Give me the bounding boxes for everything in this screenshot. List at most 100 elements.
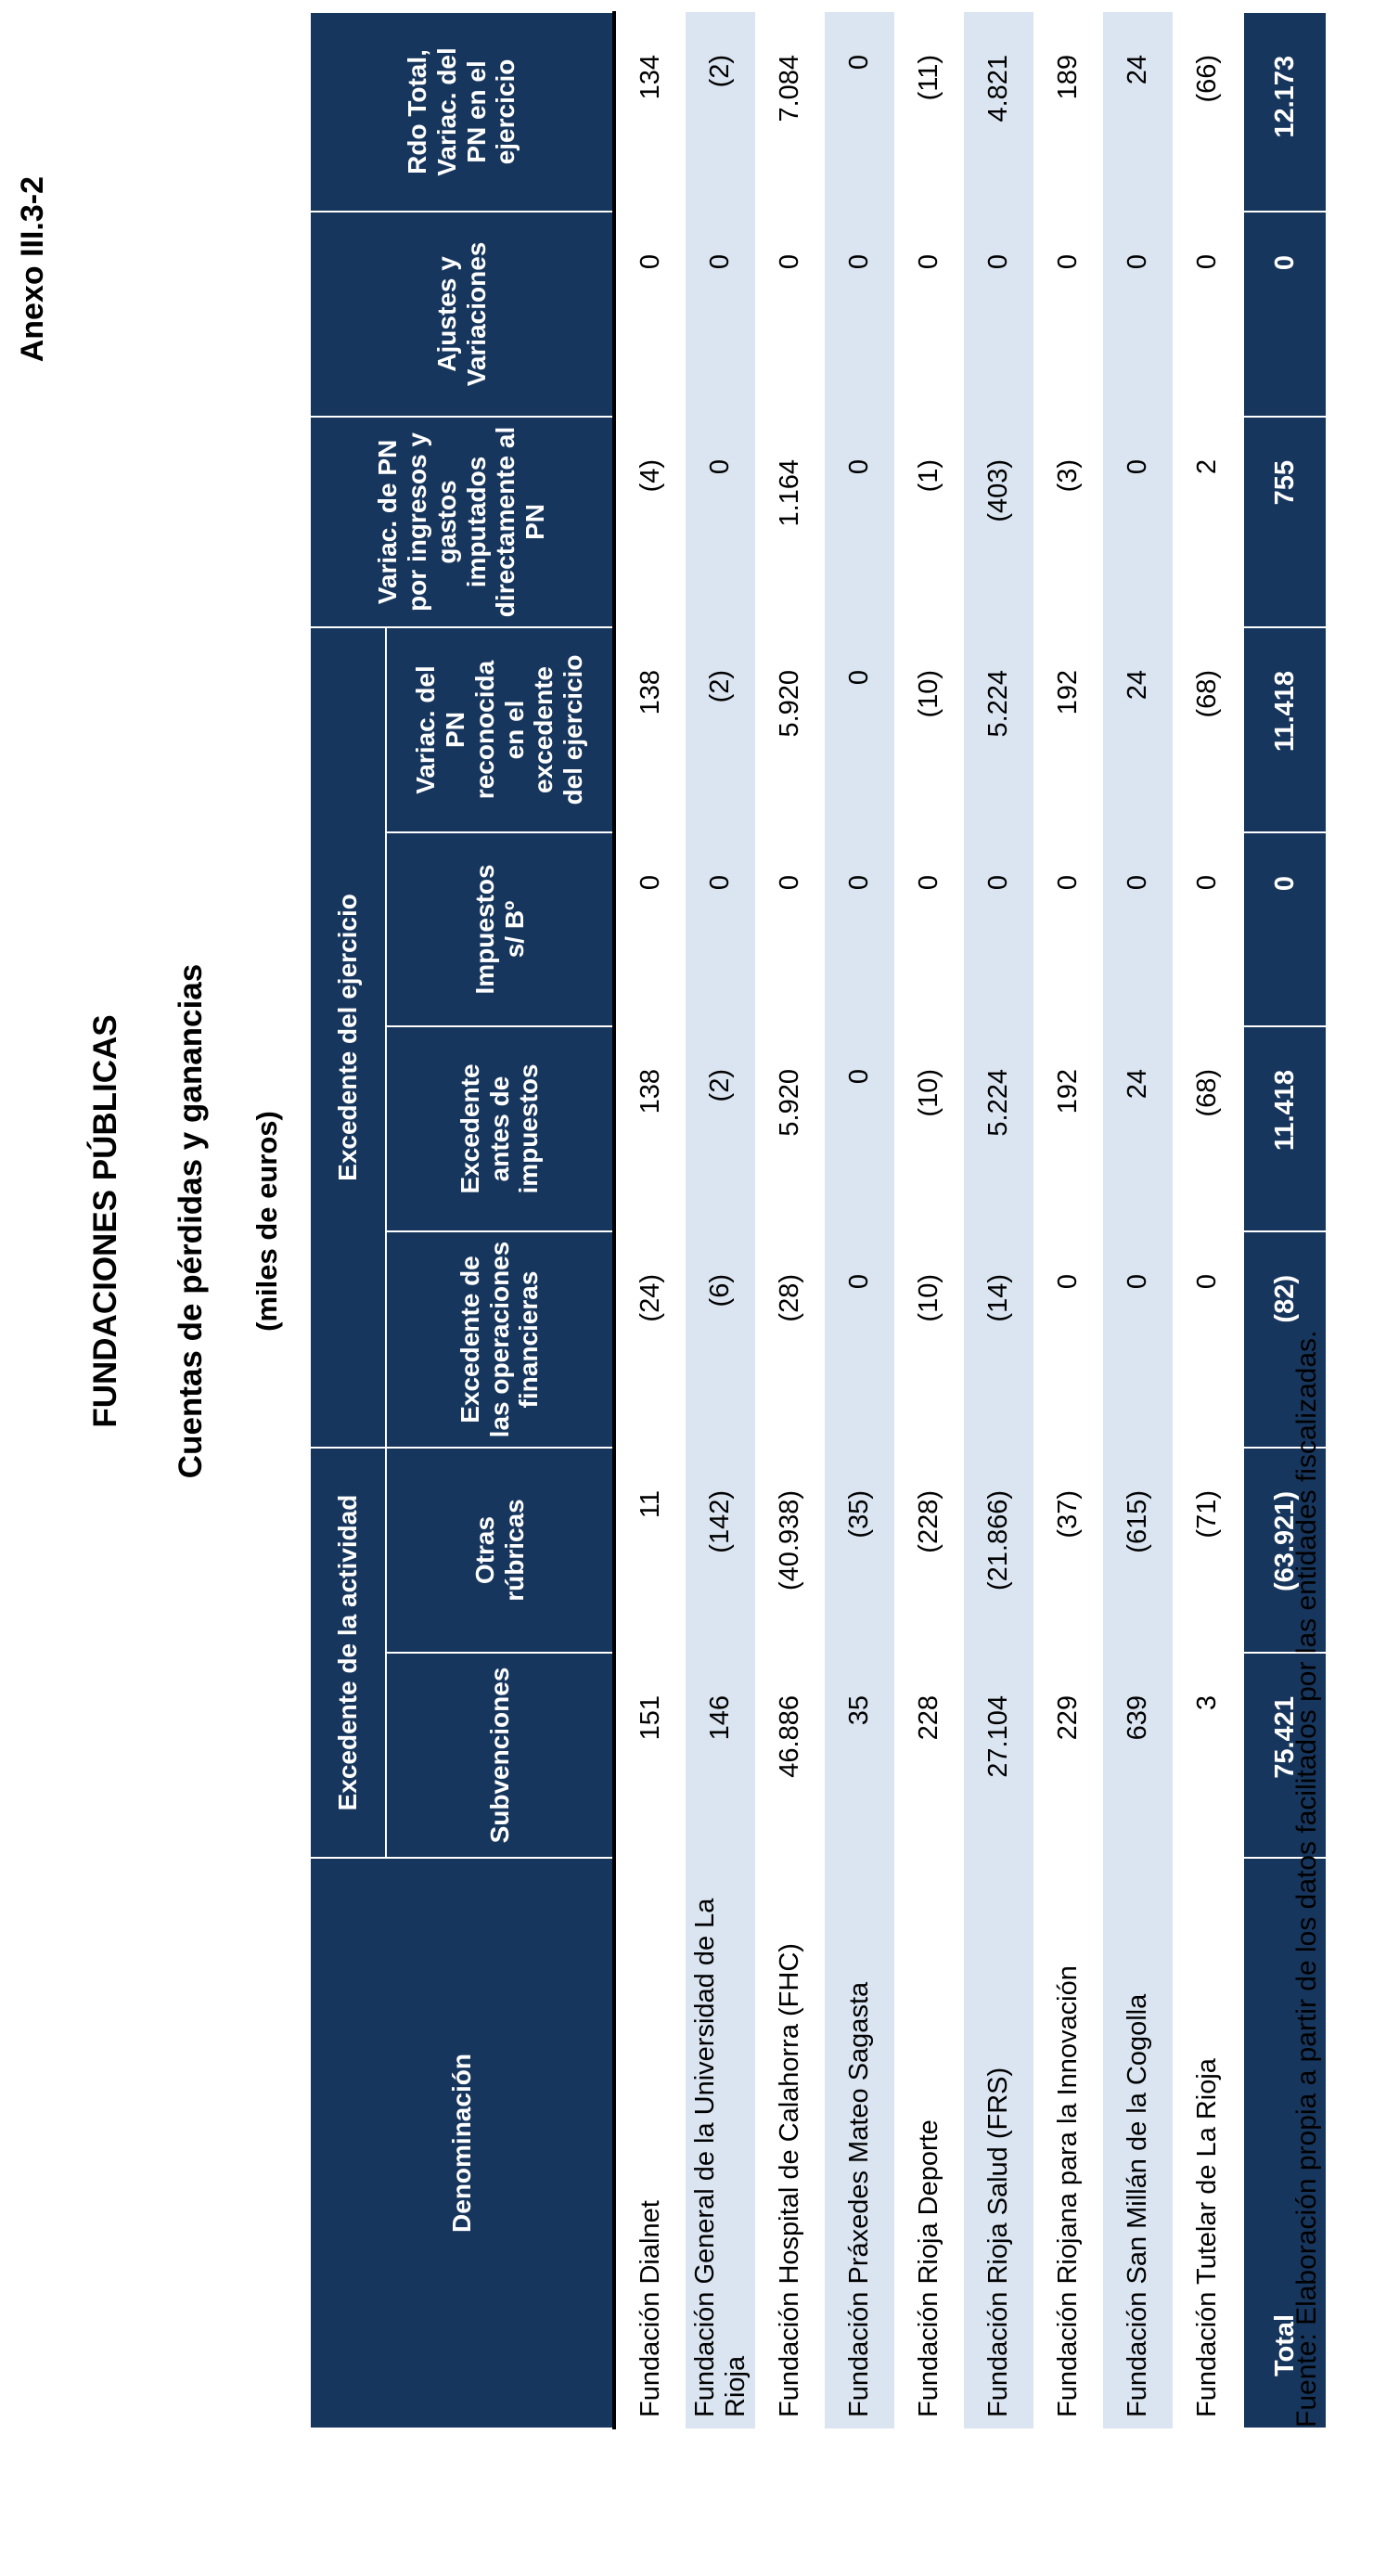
- cell-rdo-total: (66): [1173, 11, 1243, 212]
- cell-ajustes: 0: [964, 211, 1033, 417]
- cell-excedente-antes-impuestos: 0: [825, 1026, 894, 1231]
- cell-ajustes: 0: [1173, 211, 1243, 417]
- cell-excedente-antes-impuestos: (10): [894, 1026, 964, 1231]
- cell-variac-pn-reconocida: 138: [614, 626, 686, 832]
- table-row: Fundación Dialnet 151 11 (24) 138 0 138 …: [614, 11, 686, 2428]
- table-row: Fundación Tutelar de La Rioja 3 (71) 0 (…: [1173, 11, 1243, 2428]
- row-name: Fundación Rioja Salud (FRS): [964, 1858, 1033, 2428]
- cell-excedente-antes-impuestos: (2): [686, 1026, 755, 1231]
- cell-rdo-total: 7.084: [755, 11, 825, 212]
- cell-variac-pn-ingresos: 2: [1173, 416, 1243, 627]
- table-row: Fundación General de la Universidad de L…: [686, 11, 755, 2428]
- group-header-excedente-actividad: Excedente de la actividad: [310, 1448, 386, 1858]
- cell-impuestos: 0: [686, 832, 755, 1026]
- cell-impuestos: 0: [1033, 832, 1103, 1026]
- cell-subvenciones: 3: [1173, 1653, 1243, 1858]
- cell-excedente-op-financieras: (28): [755, 1231, 825, 1448]
- total-excedente-antes-impuestos: 11.418: [1243, 1026, 1327, 1231]
- cell-rdo-total: 4.821: [964, 11, 1033, 212]
- units-note: (miles de euros): [250, 1111, 283, 1332]
- row-name: Fundación Riojana para la Innovación: [1033, 1858, 1103, 2428]
- row-name: Fundación Tutelar de La Rioja: [1173, 1858, 1243, 2428]
- table-row: Fundación Práxedes Mateo Sagasta 35 (35)…: [825, 11, 894, 2428]
- cell-subvenciones: 228: [894, 1653, 964, 1858]
- table-row: Fundación Rioja Deporte 228 (228) (10) (…: [894, 11, 964, 2428]
- cell-excedente-op-financieras: 0: [1173, 1231, 1243, 1448]
- header-subvenciones: Subvenciones: [386, 1653, 614, 1858]
- cell-otras-rubricas: (40.938): [755, 1448, 825, 1653]
- cell-impuestos: 0: [964, 832, 1033, 1026]
- cell-excedente-antes-impuestos: 24: [1103, 1026, 1173, 1231]
- cell-ajustes: 0: [1033, 211, 1103, 417]
- cell-excedente-op-financieras: (6): [686, 1231, 755, 1448]
- cell-variac-pn-ingresos: (3): [1033, 416, 1103, 627]
- cell-excedente-op-financieras: 0: [1033, 1231, 1103, 1448]
- cell-impuestos: 0: [1173, 832, 1243, 1026]
- cell-ajustes: 0: [686, 211, 755, 417]
- cell-variac-pn-reconocida: 5.920: [755, 626, 825, 832]
- cell-ajustes: 0: [755, 211, 825, 417]
- cell-variac-pn-ingresos: 1.164: [755, 416, 825, 627]
- cell-otras-rubricas: (142): [686, 1448, 755, 1653]
- table-body: Fundación Dialnet 151 11 (24) 138 0 138 …: [614, 11, 1327, 2428]
- cell-excedente-op-financieras: 0: [1103, 1231, 1173, 1448]
- cell-subvenciones: 35: [825, 1653, 894, 1858]
- cell-otras-rubricas: 11: [614, 1448, 686, 1653]
- header-excedente-operaciones-financieras: Excedente de las operaciones financieras: [386, 1231, 614, 1448]
- cell-otras-rubricas: (37): [1033, 1448, 1103, 1653]
- cell-ajustes: 0: [1103, 211, 1173, 417]
- cell-impuestos: 0: [894, 832, 964, 1026]
- cell-subvenciones: 46.886: [755, 1653, 825, 1858]
- group-header-excedente-ejercicio: Excedente del ejercicio: [310, 626, 386, 1448]
- cell-subvenciones: 639: [1103, 1653, 1173, 1858]
- total-ajustes: 0: [1243, 211, 1327, 417]
- header-ajustes-variaciones: Ajustes y Variaciones: [310, 211, 614, 417]
- cell-impuestos: 0: [614, 832, 686, 1026]
- cell-subvenciones: 229: [1033, 1653, 1103, 1858]
- cell-otras-rubricas: (35): [825, 1448, 894, 1653]
- cell-excedente-antes-impuestos: 192: [1033, 1026, 1103, 1231]
- cell-subvenciones: 27.104: [964, 1653, 1033, 1858]
- cell-ajustes: 0: [614, 211, 686, 417]
- annex-label: Anexo III.3-2: [15, 176, 50, 363]
- cell-variac-pn-ingresos: 0: [1103, 416, 1173, 627]
- cell-variac-pn-ingresos: 0: [686, 416, 755, 627]
- cell-variac-pn-reconocida: 24: [1103, 626, 1173, 832]
- cell-variac-pn-reconocida: 192: [1033, 626, 1103, 832]
- cell-otras-rubricas: (21.866): [964, 1448, 1033, 1653]
- cell-excedente-antes-impuestos: 5.920: [755, 1026, 825, 1231]
- cell-excedente-op-financieras: (14): [964, 1231, 1033, 1448]
- profit-loss-table: Denominación Excedente de la actividad E…: [309, 11, 1328, 2429]
- cell-otras-rubricas: (615): [1103, 1448, 1173, 1653]
- cell-rdo-total: (2): [686, 11, 755, 212]
- cell-excedente-op-financieras: (10): [894, 1231, 964, 1448]
- cell-impuestos: 0: [755, 832, 825, 1026]
- header-impuestos: Impuestos s/ Bº: [386, 832, 614, 1026]
- cell-variac-pn-reconocida: 5.224: [964, 626, 1033, 832]
- header-rdo-total: Rdo Total, Variac. del PN en el ejercici…: [310, 11, 614, 212]
- table-header: Denominación Excedente de la actividad E…: [310, 11, 614, 2428]
- header-otras-rubricas: Otras rúbricas: [386, 1448, 614, 1653]
- cell-subvenciones: 146: [686, 1653, 755, 1858]
- cell-variac-pn-ingresos: (403): [964, 416, 1033, 627]
- cell-rdo-total: 0: [825, 11, 894, 212]
- cell-impuestos: 0: [825, 832, 894, 1026]
- header-variac-pn-reconocida: Variac. del PN reconocida en el excedent…: [386, 626, 614, 832]
- header-variac-pn-ingresos-gastos: Variac. de PN por ingresos y gastos impu…: [310, 416, 614, 627]
- table-row: Fundación Rioja Salud (FRS) 27.104 (21.8…: [964, 11, 1033, 2428]
- cell-excedente-op-financieras: (24): [614, 1231, 686, 1448]
- header-excedente-antes-impuestos: Excedente antes de impuestos: [386, 1026, 614, 1231]
- page-subtitle: Cuentas de pérdidas y ganancias: [173, 963, 209, 1479]
- cell-excedente-op-financieras: 0: [825, 1231, 894, 1448]
- total-variac-pn-reconocida: 11.418: [1243, 626, 1327, 832]
- row-name: Fundación Rioja Deporte: [894, 1858, 964, 2428]
- cell-rdo-total: (11): [894, 11, 964, 212]
- row-name: Fundación San Millán de la Cogolla: [1103, 1858, 1173, 2428]
- cell-impuestos: 0: [1103, 832, 1173, 1026]
- total-rdo-total: 12.173: [1243, 11, 1327, 212]
- cell-variac-pn-ingresos: (4): [614, 416, 686, 627]
- cell-rdo-total: 134: [614, 11, 686, 212]
- cell-ajustes: 0: [894, 211, 964, 417]
- cell-excedente-antes-impuestos: (68): [1173, 1026, 1243, 1231]
